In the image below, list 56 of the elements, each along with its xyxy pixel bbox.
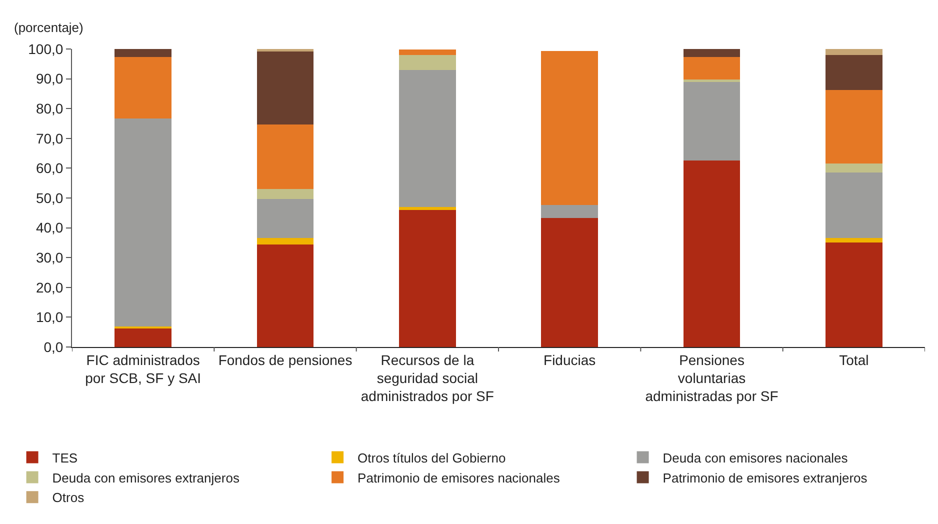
y-tick-label: 0,0 bbox=[44, 338, 64, 355]
bar bbox=[683, 56, 740, 80]
y-tick-label: 80,0 bbox=[36, 100, 64, 116]
bar bbox=[825, 164, 882, 172]
bar bbox=[683, 160, 740, 347]
y-tick-label: 90,0 bbox=[36, 70, 64, 87]
bar bbox=[541, 205, 598, 218]
legend-label: Otros bbox=[52, 490, 85, 506]
bar bbox=[114, 326, 172, 329]
x-tick-label: Recursos de la seguridad social administrados por SF bbox=[360, 352, 494, 404]
legend-label: Patrimonio de emisores extranjeros bbox=[662, 470, 868, 486]
bar bbox=[825, 172, 882, 238]
bar bbox=[825, 54, 882, 90]
y-tick-label: 50,0 bbox=[36, 190, 64, 206]
x-tick-label: Pensiones voluntarias administradas por SF bbox=[645, 352, 778, 404]
bar bbox=[825, 49, 882, 55]
bar bbox=[114, 328, 172, 347]
bar bbox=[825, 242, 882, 347]
bar bbox=[541, 50, 598, 206]
y-tick-label: 10,0 bbox=[36, 309, 64, 326]
x-tick-label: FIC administrados por SCB, SF y SAI bbox=[85, 352, 202, 386]
y-tick-label: 60,0 bbox=[36, 160, 64, 176]
x-tick-label: Fondos de pensiones bbox=[218, 352, 352, 368]
bar bbox=[683, 82, 740, 160]
legend-label: Deuda con emisores extranjeros bbox=[52, 470, 240, 486]
x-tick-label: Total bbox=[839, 352, 869, 368]
bar bbox=[541, 218, 598, 347]
bar bbox=[683, 49, 740, 57]
bar bbox=[256, 188, 314, 200]
bar bbox=[256, 244, 314, 347]
y-tick-label: 100,0 bbox=[28, 40, 64, 57]
bar bbox=[825, 90, 882, 164]
y-axis-title: (porcentaje) bbox=[14, 20, 84, 35]
bar bbox=[114, 56, 172, 119]
legend-label: Otros títulos del Gobierno bbox=[358, 450, 506, 466]
bar bbox=[398, 49, 456, 55]
legend-label: TES bbox=[52, 450, 78, 466]
bar bbox=[398, 210, 456, 347]
bar bbox=[398, 207, 456, 210]
y-tick-label: 20,0 bbox=[36, 279, 64, 296]
legend-label: Deuda con emisores nacionales bbox=[662, 450, 848, 466]
y-tick-label: 30,0 bbox=[36, 250, 64, 266]
bar bbox=[683, 80, 740, 82]
bar bbox=[114, 49, 172, 57]
bar bbox=[398, 70, 456, 208]
bar bbox=[398, 54, 456, 70]
y-tick-label: 40,0 bbox=[36, 220, 64, 236]
bar bbox=[256, 51, 314, 125]
bar bbox=[114, 118, 172, 326]
legend-label: Patrimonio de emisores nacionales bbox=[358, 470, 560, 486]
x-tick-label: Fiducias bbox=[544, 352, 596, 368]
bar bbox=[256, 199, 314, 238]
bar bbox=[825, 238, 882, 243]
bar bbox=[256, 124, 314, 189]
y-tick-label: 70,0 bbox=[36, 130, 64, 146]
bar bbox=[256, 238, 314, 244]
